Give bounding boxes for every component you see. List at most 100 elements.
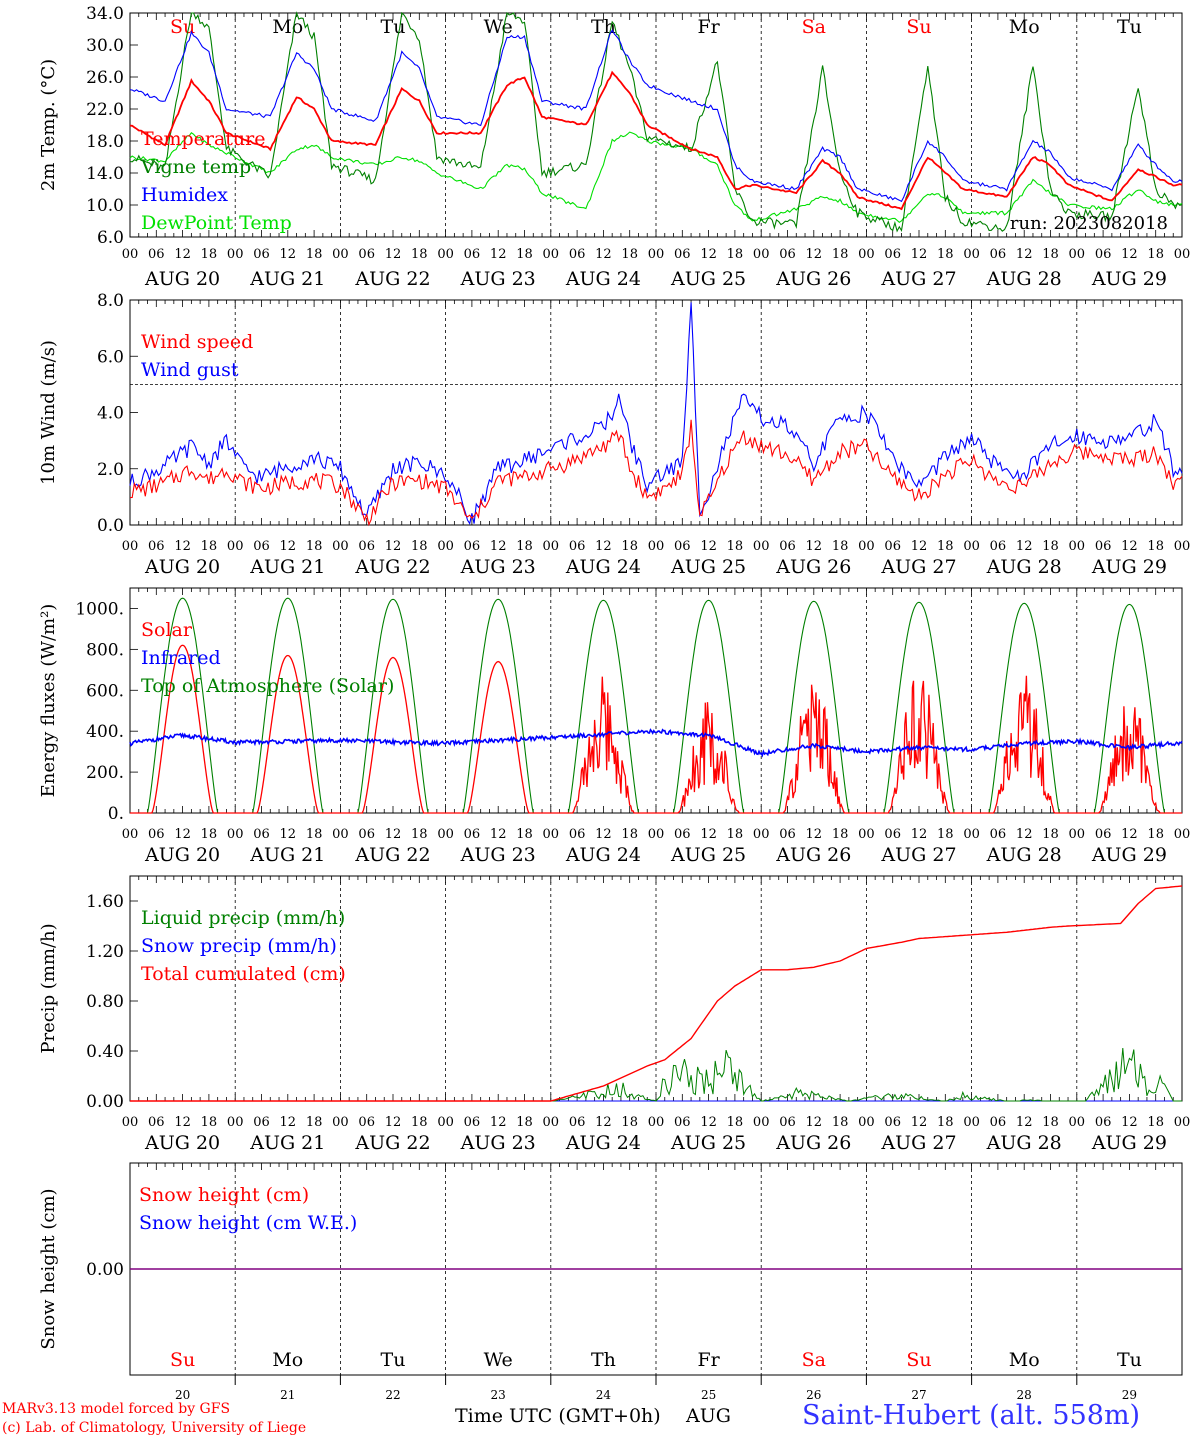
date-label: AUG 29	[1091, 556, 1167, 578]
y-tick-label: 0.	[108, 804, 124, 824]
date-label: AUG 25	[670, 556, 746, 578]
date-label: AUG 23	[460, 1132, 536, 1154]
legend-wind-speed: Wind speed	[141, 331, 253, 353]
y-tick-label: 0.40	[86, 1042, 124, 1062]
date-label: AUG 27	[880, 556, 956, 578]
hour-tick-label: 06	[990, 539, 1007, 554]
hour-tick-label: 00	[858, 827, 875, 842]
y-tick-label: 30.0	[86, 36, 124, 56]
weekday-label-bottom: Su	[906, 1349, 931, 1371]
hour-tick-label: 18	[411, 539, 428, 554]
hour-tick-label: 00	[437, 247, 454, 262]
hour-tick-label: 06	[464, 539, 481, 554]
hour-tick-label: 06	[358, 539, 375, 554]
hour-tick-label: 06	[990, 827, 1007, 842]
weekday-label: Tu	[1117, 16, 1142, 38]
hour-tick-label: 18	[1147, 539, 1164, 554]
date-label: AUG 26	[775, 556, 851, 578]
hour-tick-label: 00	[963, 539, 980, 554]
lab-credit: (c) Lab. of Climatology, University of L…	[2, 1420, 307, 1436]
hour-tick-label: 12	[280, 539, 297, 554]
hour-tick-label: 18	[621, 539, 638, 554]
legend-vigne-temp: Vigne temp	[140, 156, 251, 178]
hour-tick-label: 06	[148, 1115, 165, 1130]
date-label: AUG 22	[354, 556, 430, 578]
series-humidex	[129, 29, 1183, 203]
hour-tick-label: 12	[280, 1115, 297, 1130]
weekday-label-bottom: Mo	[272, 1349, 303, 1371]
legend-infrared: Infrared	[141, 647, 221, 669]
date-label: AUG 25	[670, 1132, 746, 1154]
hour-tick-label: 18	[516, 539, 533, 554]
y-tick-label: 2.0	[97, 460, 124, 480]
y-axis-title-5: Snow height (cm)	[38, 1188, 59, 1349]
hour-tick-label: 12	[911, 539, 928, 554]
weekday-label-bottom: Mo	[1009, 1349, 1040, 1371]
legend-top-of-atmosphere-solar: Top of Atmosphere (Solar)	[141, 675, 394, 697]
date-label: AUG 21	[249, 268, 325, 290]
hour-tick-label: 00	[543, 827, 560, 842]
hour-tick-label: 12	[806, 1115, 823, 1130]
y-tick-label: 10.0	[86, 196, 124, 216]
y-axis-title-4: Precip (mm/h)	[38, 923, 59, 1053]
hour-tick-label: 18	[1042, 247, 1059, 262]
hour-tick-label: 18	[1147, 247, 1164, 262]
hour-tick-label: 00	[437, 539, 454, 554]
hour-tick-label: 06	[1095, 247, 1112, 262]
hour-tick-label: 00	[227, 247, 244, 262]
hour-tick-label: 12	[1016, 1115, 1033, 1130]
hour-tick-label: 18	[1147, 827, 1164, 842]
y-tick-label: 1000.	[75, 599, 124, 619]
y-tick-label: 14.0	[86, 164, 124, 184]
hour-tick-label: 18	[516, 247, 533, 262]
day-number-label: 28	[1017, 1388, 1032, 1402]
weekday-label-bottom: Tu	[381, 1349, 406, 1371]
weekday-label: Mo	[272, 16, 303, 38]
hour-tick-label: 18	[727, 539, 744, 554]
weekday-label-bottom: Tu	[1117, 1349, 1142, 1371]
y-tick-label: 22.0	[86, 100, 124, 120]
day-number-label: 26	[806, 1388, 821, 1402]
legend-liquid-precip-mm-h: Liquid precip (mm/h)	[141, 907, 345, 929]
hour-tick-label: 18	[832, 827, 849, 842]
hour-tick-label: 18	[832, 247, 849, 262]
y-tick-label: 6.0	[97, 347, 124, 367]
hour-tick-label: 06	[569, 1115, 586, 1130]
hour-tick-label: 06	[779, 1115, 796, 1130]
date-label: AUG 28	[986, 1132, 1062, 1154]
date-label: AUG 21	[249, 556, 325, 578]
hour-tick-label: 06	[148, 827, 165, 842]
month-label: AUG	[686, 1405, 731, 1427]
date-label: AUG 26	[775, 1132, 851, 1154]
series-wind-speed	[129, 419, 1183, 527]
hour-tick-label: 06	[674, 827, 691, 842]
legend-solar: Solar	[141, 619, 193, 641]
date-label: AUG 27	[880, 844, 956, 866]
hour-tick-label: 12	[490, 539, 507, 554]
weekday-label-bottom: We	[484, 1349, 513, 1371]
hour-tick-label: 18	[1042, 539, 1059, 554]
hour-tick-label: 18	[411, 247, 428, 262]
hour-tick-label: 12	[280, 827, 297, 842]
day-number-label: 27	[911, 1388, 926, 1402]
series-total-cumulated	[130, 885, 1183, 1102]
hour-tick-label: 00	[1174, 1115, 1191, 1130]
hour-tick-label: 12	[174, 539, 191, 554]
series-infrared	[129, 728, 1183, 758]
hour-tick-label: 00	[122, 539, 139, 554]
series-dewpoint-temp	[129, 131, 1183, 223]
y-tick-label: 400.	[86, 722, 124, 742]
hour-tick-label: 00	[1174, 539, 1191, 554]
hour-tick-label: 00	[437, 827, 454, 842]
date-label: AUG 20	[144, 556, 220, 578]
weekday-label-bottom: Sa	[802, 1349, 826, 1371]
y-tick-label: 0.00	[86, 1260, 124, 1280]
hour-tick-label: 12	[1121, 827, 1138, 842]
hour-tick-label: 18	[937, 539, 954, 554]
day-number-label: 20	[175, 1388, 190, 1402]
series-temperature	[129, 70, 1183, 211]
hour-tick-label: 12	[700, 827, 717, 842]
hour-tick-label: 00	[227, 1115, 244, 1130]
hour-tick-label: 12	[280, 247, 297, 262]
hour-tick-label: 06	[884, 539, 901, 554]
